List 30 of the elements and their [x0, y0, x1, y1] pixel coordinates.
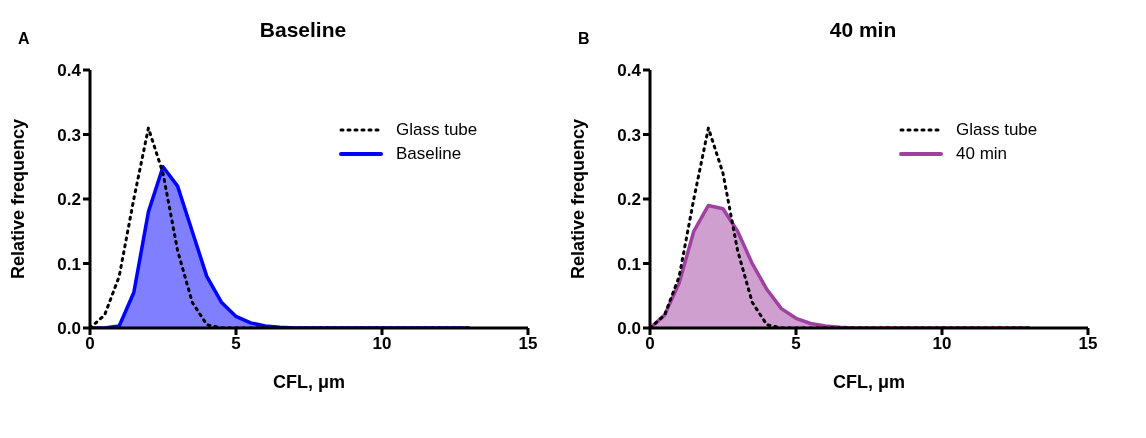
y-tick-label: 0.2 — [617, 190, 641, 210]
x-tick-label: 0 — [645, 334, 655, 354]
legend-label: Glass tube — [396, 120, 478, 140]
x-tick-label: 10 — [932, 334, 952, 354]
legend-label: 40 min — [956, 144, 1008, 164]
x-axis-title: CFL, μm — [272, 372, 346, 392]
x-tick-label: 5 — [231, 334, 241, 354]
text: B — [578, 30, 590, 48]
text: A — [18, 30, 30, 48]
y-tick-label: 0.0 — [617, 319, 641, 339]
y-tick-label: 0.1 — [57, 254, 81, 274]
y-tick-label: 0.1 — [617, 254, 641, 274]
y-axis-title: Relative frequency — [568, 118, 589, 280]
x-tick-label: 0 — [85, 334, 95, 354]
x-tick-label: 10 — [372, 334, 392, 354]
y-tick-label: 0.3 — [617, 125, 641, 145]
y-tick-label: 0.4 — [617, 61, 642, 81]
y-tick-label: 0.0 — [57, 319, 81, 339]
y-tick-label: 0.4 — [57, 61, 82, 81]
y-axis-title: Relative frequency — [8, 118, 29, 280]
x-tick-label: 5 — [791, 334, 801, 354]
y-tick-label: 0.3 — [57, 125, 81, 145]
x-tick-label: 15 — [1078, 334, 1098, 354]
legend-label: Glass tube — [956, 120, 1038, 140]
chart-title: Baseline — [258, 18, 348, 42]
legend-label: Baseline — [396, 144, 462, 164]
y-tick-label: 0.2 — [57, 190, 81, 210]
x-tick-label: 15 — [518, 334, 538, 354]
x-axis-title: CFL, μm — [832, 372, 906, 392]
chart-title: 40 min — [828, 18, 898, 42]
